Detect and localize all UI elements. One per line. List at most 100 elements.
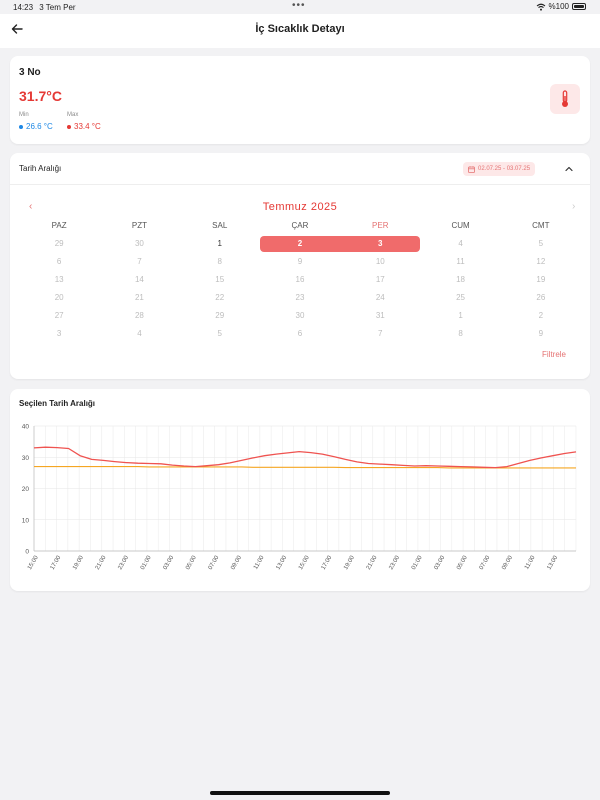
calendar-week: 13 14 15 16 17 18 19 [19, 271, 581, 289]
min-value: 26.6 °C [26, 122, 53, 131]
x-tick-label: 17:00 [50, 554, 63, 571]
calendar-day-disabled: 19 [536, 275, 546, 284]
page-title: İç Sıcaklık Detayı [255, 23, 345, 35]
x-tick-label: 05:00 [185, 554, 198, 571]
navigation-bar: İç Sıcaklık Detayı [0, 14, 600, 48]
calendar-day-disabled: 28 [134, 311, 144, 320]
calendar-weekdays: PAZ PZT SAL ÇAR PER CUM CMT [19, 221, 581, 230]
date-range-card: Tarih Aralığı 02.07.25 - 03.07.25 ‹ Temm… [10, 153, 590, 379]
calendar-week: 29 30 1 2 3 4 5 [19, 235, 581, 253]
calendar-day-disabled: 15 [215, 275, 225, 284]
calendar-day-disabled: 30 [295, 311, 305, 320]
calendar-week: 6 7 8 9 10 11 12 [19, 253, 581, 271]
temperature-line-chart: 0 10 20 30 40 15:00 17:00 19:00 21:00 23:00 01:00 0… [22, 424, 577, 571]
date-range-chip[interactable]: 02.07.25 - 03.07.25 [463, 162, 536, 176]
date-range-text: 02.07.25 - 03.07.25 [478, 166, 531, 172]
calendar-day-disabled: 6 [56, 257, 62, 266]
device-name: 3 No [19, 67, 41, 78]
x-tick-label: 11:00 [524, 554, 537, 570]
weekday-label: PAZ [51, 221, 67, 230]
calendar-day-outside: 30 [134, 239, 144, 248]
y-tick-label: 10 [22, 517, 30, 524]
calendar-day-disabled: 7 [137, 257, 142, 266]
calendar-week: 3 4 5 6 7 8 9 [19, 325, 581, 343]
calendar-day-disabled: 5 [538, 239, 544, 248]
calendar-day-disabled: 31 [375, 311, 385, 320]
min-label: Min [19, 112, 29, 118]
calendar-day-disabled: 17 [375, 275, 385, 284]
x-tick-label: 23:00 [388, 554, 401, 571]
max-temperature: Max 33.4 °C [67, 112, 101, 131]
calendar-week: 20 21 22 23 24 25 26 [19, 289, 581, 307]
x-tick-label: 09:00 [230, 554, 243, 571]
date-range-header[interactable]: Tarih Aralığı 02.07.25 - 03.07.25 [10, 153, 590, 185]
max-value: 33.4 °C [74, 122, 101, 131]
status-date: 3 Tem Per [39, 3, 76, 12]
thermometer-badge [550, 84, 580, 114]
weekday-label: ÇAR [291, 221, 309, 230]
max-dot-icon [67, 124, 71, 129]
y-tick-label: 20 [22, 486, 30, 493]
calendar-day-disabled: 11 [456, 257, 465, 266]
calendar-day-disabled: 10 [375, 257, 385, 266]
calendar-day-outside: 29 [54, 239, 64, 248]
weekday-label: CMT [532, 221, 550, 230]
filter-button[interactable]: Filtrele [542, 350, 567, 359]
calendar-day-disabled: 14 [134, 275, 144, 284]
x-tick-label: 07:00 [208, 554, 221, 571]
x-tick-label: 23:00 [117, 554, 130, 571]
calendar-day-outside: 6 [297, 329, 303, 338]
calendar-month: Temmuz 2025 [262, 201, 338, 213]
calendar-day-disabled: 27 [54, 311, 64, 320]
chart-section-title: Seçilen Tarih Aralığı [19, 399, 96, 408]
status-bar: 14:23 3 Tem Per ••• %100 [0, 0, 600, 14]
x-tick-label: 07:00 [479, 554, 492, 571]
current-temperature: 31.7°C [19, 88, 62, 104]
arrow-left-icon[interactable] [10, 22, 24, 36]
x-tick-label: 19:00 [343, 554, 356, 571]
calendar-day-disabled: 16 [295, 275, 305, 284]
status-time: 14:23 3 Tem Per [13, 3, 76, 12]
calendar-day-disabled: 13 [54, 275, 64, 284]
status-clock: 14:23 [13, 3, 34, 12]
calendar-day-disabled: 22 [215, 293, 225, 302]
x-tick-label: 15:00 [298, 554, 311, 571]
multitasking-dots[interactable]: ••• [292, 0, 306, 11]
calendar-day-disabled: 25 [456, 293, 465, 302]
calendar-day-outside: 1 [458, 311, 463, 320]
calendar-day-outside: 4 [137, 329, 142, 338]
x-tick-label: 03:00 [434, 554, 447, 571]
calendar-day-disabled: 18 [456, 275, 465, 284]
calendar-day-selected-start[interactable]: 2 [259, 236, 341, 252]
weekday-label: CUM [451, 221, 470, 230]
status-indicators: %100 [536, 2, 586, 11]
x-tick-label: 13:00 [546, 554, 559, 571]
calendar-day-disabled: 8 [217, 257, 222, 266]
calendar-day-outside: 2 [538, 311, 544, 320]
calendar-day-disabled: 21 [134, 293, 144, 302]
next-month-icon[interactable]: › [572, 201, 576, 212]
chevron-up-icon[interactable] [564, 164, 574, 174]
battery-icon [572, 3, 586, 10]
y-tick-label: 0 [25, 549, 29, 556]
weekday-label-today: PER [372, 221, 389, 230]
previous-month-icon[interactable]: ‹ [29, 201, 33, 212]
x-tick-label: 21:00 [366, 554, 379, 571]
y-tick-label: 30 [22, 455, 30, 462]
x-tick-label: 01:00 [140, 554, 153, 571]
calendar-day-selected-end[interactable]: 3 [340, 236, 421, 252]
min-dot-icon [19, 124, 23, 129]
calendar-day-outside: 7 [378, 329, 383, 338]
temperature-series-line [33, 446, 577, 469]
calendar-day[interactable]: 1 [217, 239, 222, 248]
home-indicator[interactable] [210, 791, 390, 795]
calendar-day-outside: 3 [56, 329, 62, 338]
battery-percent: %100 [548, 2, 569, 11]
x-tick-label: 19:00 [72, 554, 85, 571]
y-tick-label: 40 [22, 424, 30, 431]
calendar-day-outside: 9 [538, 329, 544, 338]
calendar-day-outside: 8 [458, 329, 463, 338]
x-tick-label: 03:00 [163, 554, 176, 571]
calendar-day-disabled: 9 [297, 257, 303, 266]
weekday-label: PZT [131, 221, 147, 230]
